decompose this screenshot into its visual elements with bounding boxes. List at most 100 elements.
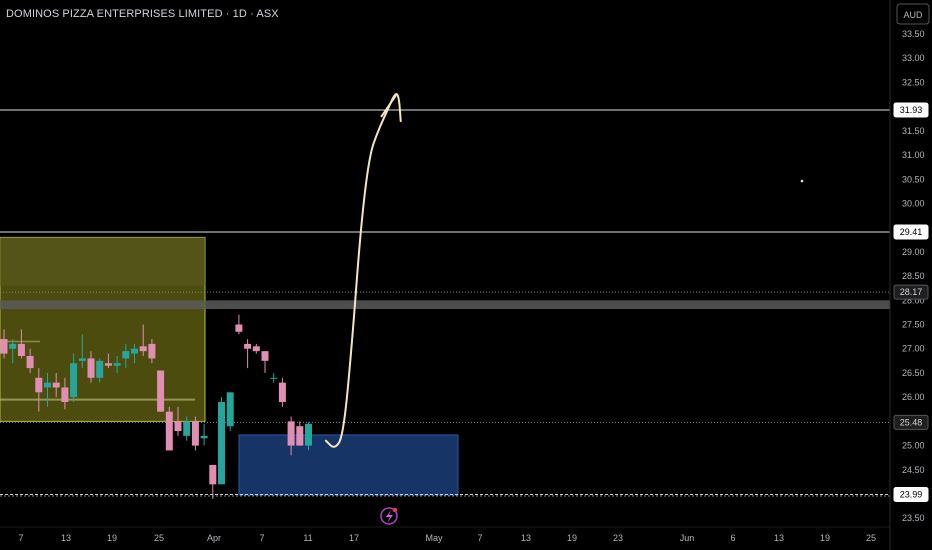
candle[interactable] [165, 406, 173, 451]
price-tick: 30.50 [902, 174, 925, 184]
candle-body [183, 421, 191, 436]
candle[interactable] [26, 348, 34, 373]
candle[interactable] [61, 377, 69, 410]
candle-body [87, 358, 95, 378]
candle[interactable] [157, 370, 165, 412]
time-tick: 19 [567, 533, 577, 543]
candle-body [44, 382, 51, 388]
price-tag-box [893, 102, 929, 118]
time-tick: May [425, 533, 443, 543]
candle-body [287, 421, 295, 446]
price-tag[interactable]: 29.41 [893, 224, 929, 240]
price-tag-label: 28.17 [900, 287, 923, 297]
candle[interactable] [305, 422, 312, 451]
candle[interactable] [87, 351, 95, 383]
price-tag-box [893, 486, 929, 502]
price-tag[interactable]: 31.93 [893, 102, 929, 118]
candle-body [113, 363, 121, 366]
candle[interactable] [148, 339, 156, 364]
candle[interactable] [70, 353, 78, 402]
price-tick: 29.00 [902, 247, 925, 257]
currency-label[interactable]: AUD [903, 10, 923, 20]
price-tag-box [893, 284, 929, 300]
candle-body [261, 351, 269, 361]
time-tick: 13 [61, 533, 71, 543]
time-tick: 7 [477, 533, 482, 543]
candle-body [305, 423, 312, 446]
candle[interactable] [287, 416, 295, 456]
time-tick: Jun [680, 533, 695, 543]
time-tick: 7 [18, 533, 23, 543]
candle-body [9, 343, 17, 349]
time-tick: 19 [107, 533, 117, 543]
price-tick: 24.50 [902, 465, 925, 475]
candle[interactable] [96, 358, 104, 383]
candle[interactable] [296, 421, 304, 446]
candle[interactable] [270, 372, 278, 383]
price-tick: 33.50 [902, 29, 925, 39]
candle[interactable] [44, 372, 51, 407]
price-tag-box [893, 224, 929, 240]
time-tick: 11 [303, 533, 312, 543]
candle[interactable] [35, 368, 43, 412]
range-zone-upper [0, 237, 205, 286]
candle[interactable] [17, 329, 25, 359]
price-axis[interactable] [890, 0, 932, 550]
candle[interactable] [218, 397, 225, 485]
price-tag-label: 31.93 [900, 105, 923, 115]
candle[interactable] [244, 339, 252, 369]
candle-body [52, 382, 60, 388]
candle[interactable] [139, 324, 147, 356]
candle[interactable] [261, 351, 269, 373]
price-tick: 27.50 [902, 320, 925, 330]
candle[interactable] [52, 372, 60, 398]
candle-body [278, 382, 286, 402]
candle-body [26, 356, 34, 369]
price-tag[interactable]: 23.99 [893, 486, 929, 502]
time-tick: 13 [521, 533, 531, 543]
candle[interactable] [235, 314, 243, 335]
candle-body [17, 343, 25, 356]
price-tag-label: 29.41 [900, 227, 923, 237]
candle[interactable] [183, 416, 191, 441]
price-tag[interactable]: 28.17 [893, 284, 929, 300]
time-tick: Apr [207, 533, 221, 543]
projection-arrow-head[interactable] [380, 94, 397, 118]
support-zone[interactable] [238, 434, 459, 496]
price-tick: 32.50 [902, 77, 925, 87]
candle[interactable] [113, 356, 121, 373]
candle[interactable] [209, 464, 217, 499]
time-tick: 7 [259, 533, 264, 543]
currency-button[interactable] [896, 3, 930, 25]
candle[interactable] [174, 406, 182, 436]
price-tick: 28.00 [902, 295, 925, 305]
candle-body [165, 411, 173, 451]
candle[interactable] [226, 392, 234, 432]
candle-body [174, 421, 182, 432]
candle[interactable] [122, 343, 130, 369]
time-tick: 25 [866, 533, 876, 543]
candle-body [35, 377, 43, 393]
candle[interactable] [252, 343, 260, 354]
candle-body [0, 339, 8, 354]
lightning-icon[interactable] [380, 507, 398, 525]
price-tag[interactable]: 25.48 [893, 414, 929, 430]
candle-body [61, 387, 69, 402]
candle[interactable] [78, 334, 86, 369]
chart-title: DOMINOS PIZZA ENTERPRISES LIMITED · 1D ·… [6, 8, 279, 20]
time-tick: 6 [730, 533, 735, 543]
candle-body [191, 421, 199, 446]
candle[interactable] [131, 343, 138, 364]
candle-body [139, 346, 147, 352]
candle[interactable] [200, 423, 208, 446]
candle-body [235, 324, 243, 332]
candle[interactable] [278, 377, 286, 407]
candle[interactable] [191, 416, 199, 451]
projection-arrow[interactable] [324, 93, 402, 448]
candle[interactable] [104, 353, 112, 369]
candle-body [122, 351, 130, 359]
candle[interactable] [0, 329, 8, 359]
candle-body [270, 377, 278, 379]
candle[interactable] [9, 339, 17, 364]
